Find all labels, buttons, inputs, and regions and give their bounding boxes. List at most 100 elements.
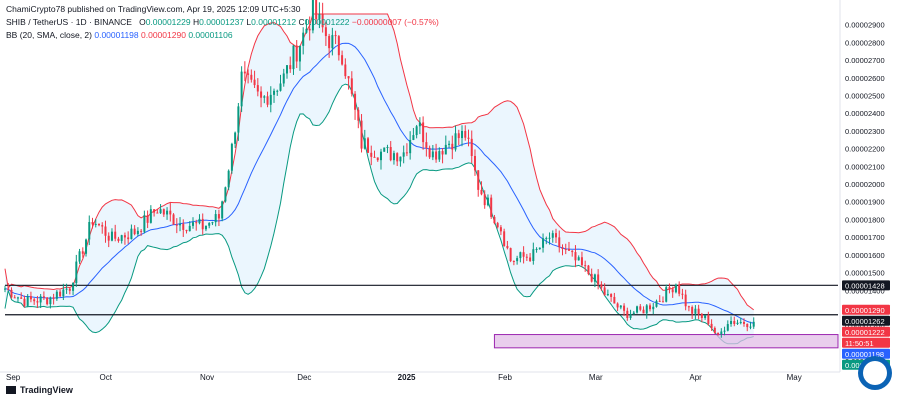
low-label: L [246, 17, 252, 27]
candle-body [156, 212, 159, 214]
bb-basis-value: 0.00001198 [94, 30, 139, 40]
candle-body [564, 248, 567, 250]
candle-body [687, 306, 690, 308]
candle-body [29, 296, 32, 300]
candle-body [733, 320, 736, 324]
candle-body [42, 296, 45, 298]
candle-body [665, 287, 668, 302]
candle-body [668, 287, 671, 290]
avatar-inner [863, 361, 887, 385]
candle-body [16, 297, 19, 299]
close-value: 0.00001222 [304, 17, 350, 27]
symbol-ohlc-legend[interactable]: SHIB / TetherUS · 1D · BINANCE O0.000012… [6, 17, 439, 27]
bb-upper-line [4, 13, 755, 311]
candle-body [88, 222, 91, 240]
candle-body [567, 249, 570, 251]
candle-body [26, 296, 29, 306]
candle-body [529, 257, 532, 261]
y-tick-label: 0.00001200 [845, 322, 885, 331]
price-label-bg [842, 304, 890, 315]
candle-body [555, 233, 558, 238]
high-label: H [192, 17, 200, 27]
candle-body [234, 132, 237, 144]
price-label-basis: 0.00001198 [845, 350, 884, 359]
candle-body [545, 238, 548, 240]
candle-body [263, 96, 266, 98]
candle-body [376, 157, 379, 161]
open-value: 0.00001229 [145, 17, 191, 27]
candle-body [694, 308, 697, 314]
candle-body [606, 294, 609, 296]
candle-body [104, 226, 107, 236]
candle-body [133, 228, 136, 235]
y-tick-label: 0.00001900 [845, 198, 885, 207]
candle-body [532, 249, 535, 261]
candle-body [405, 152, 408, 154]
candle-body [68, 288, 71, 291]
close-label: C [298, 17, 305, 27]
price-label-countdown: 11:50:51 [845, 339, 874, 348]
candle-body [444, 144, 447, 155]
candle-body [159, 209, 162, 214]
candle-body [610, 294, 613, 297]
candle-body [153, 209, 156, 213]
tradingview-logo-icon [6, 386, 16, 394]
candle-body [72, 282, 75, 291]
bb-label: BB (20, SMA, close, 2) [6, 30, 92, 40]
candle-body [749, 326, 752, 328]
candle-body [169, 210, 172, 215]
candle-body [120, 235, 123, 241]
candle-body [55, 291, 58, 299]
candle-body [253, 79, 256, 86]
x-tick-label: Feb [498, 373, 512, 382]
candle-body [678, 284, 681, 294]
bb-basis-line [4, 42, 754, 324]
candle-body [227, 170, 230, 188]
candle-body [123, 235, 126, 238]
price-label-bg [842, 337, 890, 348]
support-zone[interactable] [493, 334, 839, 349]
candle-body [13, 297, 16, 299]
y-tick-label: 0.00001500 [845, 269, 885, 278]
y-tick-label: 0.00002800 [845, 38, 885, 47]
candle-body [318, 14, 321, 20]
x-tick-label: Oct [99, 373, 112, 382]
candle-body [473, 156, 476, 171]
candle-body [402, 152, 405, 157]
candle-body [52, 297, 55, 299]
candle-body [243, 71, 246, 74]
candle-body [493, 216, 496, 224]
candle-body [347, 76, 350, 79]
candle-body [328, 36, 331, 49]
candle-body [59, 291, 62, 297]
candle-body [587, 265, 590, 274]
candle-body [697, 308, 700, 314]
candle-body [461, 130, 464, 139]
candle-body [337, 36, 340, 56]
candle-body [273, 90, 276, 95]
candle-body [742, 322, 746, 324]
candle-body [399, 156, 402, 162]
tradingview-logo[interactable]: TradingView [6, 385, 73, 395]
author-avatar-icon[interactable] [858, 356, 892, 390]
bb-upper-value: 0.00001290 [141, 30, 186, 40]
bb-legend[interactable]: BB (20, SMA, close, 2) 0.00001198 0.0000… [6, 30, 233, 40]
candle-body [542, 238, 545, 248]
candle-body [396, 153, 399, 162]
price-label-hline: 0.00001428 [845, 281, 885, 290]
x-tick-label: Dec [297, 373, 311, 382]
candle-body [85, 239, 88, 254]
candle-body [392, 153, 395, 161]
candle-body [195, 222, 198, 224]
price-label-last: 0.00001222 [845, 328, 885, 337]
candle-body [454, 133, 457, 150]
candle-body [136, 230, 139, 235]
candle-body [623, 305, 626, 311]
candle-body [490, 197, 493, 217]
candle-body [65, 288, 68, 290]
price-label-bg [842, 326, 890, 337]
candle-body [191, 222, 194, 226]
candle-body [33, 299, 36, 302]
candle-body [574, 252, 577, 261]
